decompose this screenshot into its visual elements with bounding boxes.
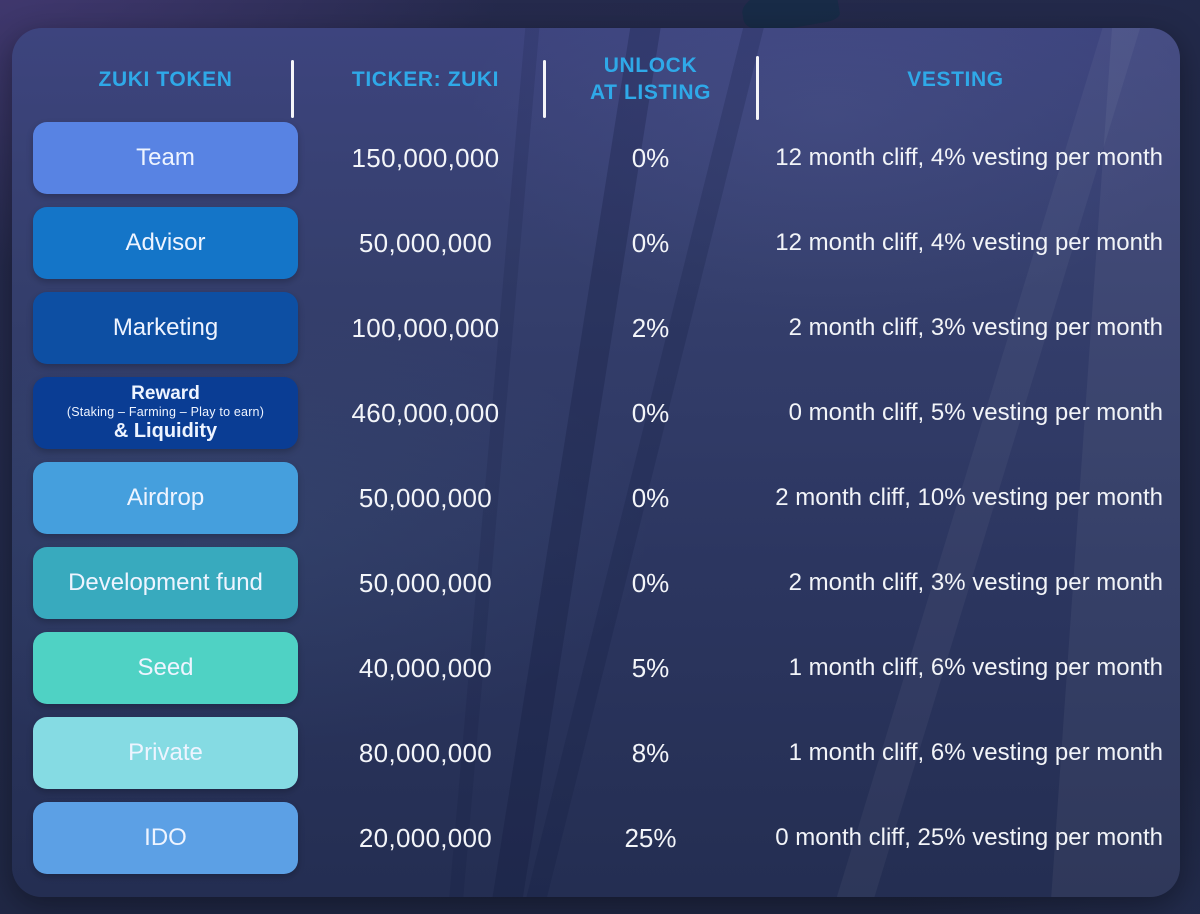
category-pill: Development fund: [33, 547, 298, 619]
unlock-percent-cell: 2%: [631, 312, 670, 343]
token-amount-cell: 50,000,000: [358, 482, 493, 513]
vesting-terms-cell: 12 month cliff, 4% vesting per month: [775, 228, 1163, 256]
category-label2: & Liquidity: [113, 420, 218, 443]
category-pill: IDO: [33, 802, 298, 874]
category-label: Seed: [137, 653, 194, 681]
vesting-terms-cell: 0 month cliff, 25% vesting per month: [775, 823, 1163, 851]
category-pill: Reward (Staking – Farming – Play to earn…: [33, 377, 298, 449]
category-label: Development fund: [68, 568, 263, 596]
category-sublabel: (Staking – Farming – Play to earn): [66, 405, 265, 420]
vesting-terms-cell: 2 month cliff, 3% vesting per month: [788, 568, 1163, 596]
category-label: Reward: [131, 383, 200, 405]
column-header-unlock: UNLOCK AT LISTING: [553, 53, 748, 107]
table-body: Team 150,000,000 0% 12 month cliff, 4% v…: [12, 122, 1180, 874]
token-amount-cell: 460,000,000: [351, 397, 500, 428]
unlock-percent-cell: 0%: [631, 482, 670, 513]
token-amount-cell: 80,000,000: [358, 737, 493, 768]
table-row: Advisor 50,000,000 0% 12 month cliff, 4%…: [33, 207, 1163, 279]
unlock-percent-cell: 0%: [631, 227, 670, 258]
category-pill: Private: [33, 717, 298, 789]
category-pill: Marketing: [33, 292, 298, 364]
vesting-terms-cell: 0 month cliff, 5% vesting per month: [788, 398, 1163, 426]
vesting-terms-cell: 1 month cliff, 6% vesting per month: [788, 653, 1163, 681]
header-divider: [756, 56, 759, 120]
column-header-vesting: VESTING: [907, 67, 1004, 91]
table-row: Private 80,000,000 8% 1 month cliff, 6% …: [33, 717, 1163, 789]
header-divider: [543, 60, 546, 118]
table-header-row: ZUKI TOKEN TICKER: ZUKI UNLOCK AT LISTIN…: [12, 28, 1180, 122]
column-header-ticker: TICKER: ZUKI: [351, 67, 500, 91]
header-divider: [291, 60, 294, 118]
category-label: Advisor: [125, 228, 206, 256]
unlock-percent-cell: 0%: [631, 567, 670, 598]
table-row: Reward (Staking – Farming – Play to earn…: [33, 377, 1163, 449]
table-row: Airdrop 50,000,000 0% 2 month cliff, 10%…: [33, 462, 1163, 534]
token-amount-cell: 40,000,000: [358, 652, 493, 683]
table-row: Seed 40,000,000 5% 1 month cliff, 6% ves…: [33, 632, 1163, 704]
tokenomics-card: ZUKI TOKEN TICKER: ZUKI UNLOCK AT LISTIN…: [12, 28, 1180, 897]
category-pill: Seed: [33, 632, 298, 704]
category-pill: Advisor: [33, 207, 298, 279]
table-row: Team 150,000,000 0% 12 month cliff, 4% v…: [33, 122, 1163, 194]
table-row: Marketing 100,000,000 2% 2 month cliff, …: [33, 292, 1163, 364]
token-amount-cell: 50,000,000: [358, 567, 493, 598]
category-label: Marketing: [112, 313, 219, 341]
vesting-terms-cell: 1 month cliff, 6% vesting per month: [788, 738, 1163, 766]
token-amount-cell: 50,000,000: [358, 227, 493, 258]
unlock-percent-cell: 0%: [631, 397, 670, 428]
unlock-header-line2: AT LISTING: [589, 81, 712, 104]
unlock-percent-cell: 0%: [631, 142, 670, 173]
token-amount-cell: 150,000,000: [351, 142, 500, 173]
vesting-terms-cell: 2 month cliff, 3% vesting per month: [788, 313, 1163, 341]
unlock-percent-cell: 25%: [624, 822, 677, 853]
category-label: IDO: [144, 823, 187, 851]
table-row: Development fund 50,000,000 0% 2 month c…: [33, 547, 1163, 619]
token-amount-cell: 100,000,000: [351, 312, 500, 343]
category-label: Team: [136, 143, 195, 171]
unlock-percent-cell: 8%: [631, 737, 670, 768]
vesting-terms-cell: 2 month cliff, 10% vesting per month: [775, 483, 1163, 511]
category-label: Private: [128, 738, 203, 766]
unlock-header-line1: UNLOCK: [603, 54, 698, 78]
vesting-terms-cell: 12 month cliff, 4% vesting per month: [775, 143, 1163, 171]
table-row: IDO 20,000,000 25% 0 month cliff, 25% ve…: [33, 802, 1163, 874]
column-header-token: ZUKI TOKEN: [98, 67, 233, 91]
category-label: Airdrop: [126, 483, 205, 511]
token-amount-cell: 20,000,000: [358, 822, 493, 853]
unlock-percent-cell: 5%: [631, 652, 670, 683]
category-pill: Team: [33, 122, 298, 194]
table-content: ZUKI TOKEN TICKER: ZUKI UNLOCK AT LISTIN…: [12, 28, 1180, 897]
category-pill: Airdrop: [33, 462, 298, 534]
